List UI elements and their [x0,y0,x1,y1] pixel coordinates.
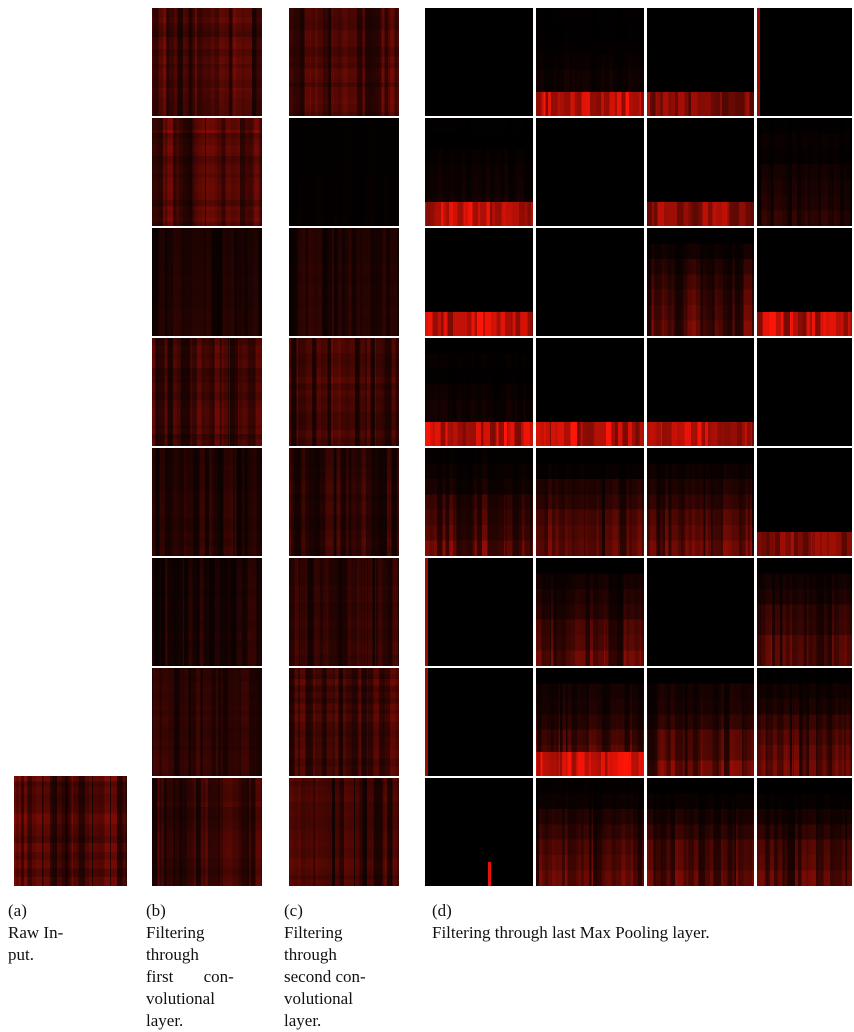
activation-band [536,92,644,116]
activation-band [647,422,754,446]
caption-b-line-3: first con- [146,967,234,986]
conv2-feature-map [289,118,399,226]
maxpool-feature-map [425,228,533,336]
caption-c: (c) Filtering through second con- voluti… [284,900,408,1032]
maxpool-feature-map [536,778,644,886]
conv2-feature-map [289,778,399,886]
maxpool-feature-map [647,8,754,116]
maxpool-feature-map [757,558,852,666]
maxpool-feature-map [757,338,852,446]
raw-input-image [14,776,127,886]
maxpool-feature-map [425,8,533,116]
activation-band [757,312,852,336]
maxpool-feature-map [425,338,533,446]
activation-band [757,532,852,556]
conv2-feature-map [289,668,399,776]
conv1-feature-map [152,668,262,776]
edge-activation [425,668,428,776]
caption-a-line-1: Raw In- [8,923,64,942]
maxpool-feature-map [757,778,852,886]
caption-c-line-4: volutional [284,989,353,1008]
maxpool-feature-map [647,668,754,776]
caption-b-line-4: volutional [146,989,215,1008]
maxpool-feature-map [425,558,533,666]
caption-d-line-1: Filtering through last Max Pooling layer… [432,923,710,942]
maxpool-feature-map [757,118,852,226]
caption-b: (b) Filtering through first con- volutio… [146,900,268,1032]
caption-d-tag: (d) [432,901,452,920]
conv1-feature-map [152,118,262,226]
maxpool-feature-map [757,668,852,776]
maxpool-feature-map [647,558,754,666]
maxpool-feature-map [647,118,754,226]
conv1-feature-map [152,8,262,116]
activation-band [536,422,644,446]
conv2-feature-map [289,228,399,336]
caption-a-tag: (a) [8,901,27,920]
conv2-feature-map [289,448,399,556]
maxpool-feature-map [647,338,754,446]
maxpool-feature-map [536,118,644,226]
conv1-feature-map [152,228,262,336]
maxpool-feature-map [757,8,852,116]
caption-b-line-2: through [146,945,199,964]
conv1-feature-map [152,448,262,556]
caption-b-line-1: Filtering [146,923,205,942]
maxpool-feature-map [536,558,644,666]
maxpool-feature-map [536,448,644,556]
conv2-feature-map [289,558,399,666]
spot-activation [487,862,491,886]
caption-c-tag: (c) [284,901,303,920]
caption-c-line-5: layer. [284,1011,322,1030]
conv1-feature-map [152,338,262,446]
conv2-feature-map [289,338,399,446]
conv1-feature-map [152,558,262,666]
edge-activation [425,558,428,666]
caption-a-line-2: put. [8,945,34,964]
maxpool-feature-map [536,8,644,116]
maxpool-feature-map [425,118,533,226]
maxpool-feature-map [425,778,533,886]
activation-band [647,92,754,116]
edge-activation [757,8,760,116]
activation-band [425,312,533,336]
caption-c-line-1: Filtering [284,923,343,942]
maxpool-feature-map [757,448,852,556]
caption-a: (a) Raw In- put. [8,900,128,966]
maxpool-feature-map [647,778,754,886]
activation-band [425,422,533,446]
caption-b-line-5: layer. [146,1011,184,1030]
maxpool-feature-map [647,448,754,556]
maxpool-feature-map [757,228,852,336]
maxpool-feature-map [536,338,644,446]
caption-c-line-3: second con- [284,967,366,986]
activation-band [536,752,644,776]
maxpool-feature-map [536,228,644,336]
activation-band [647,202,754,226]
caption-d: (d) Filtering through last Max Pooling l… [432,900,852,944]
caption-c-line-2: through [284,945,337,964]
conv1-feature-map [152,778,262,886]
activation-band [425,202,533,226]
caption-b-tag: (b) [146,901,166,920]
maxpool-feature-map [647,228,754,336]
maxpool-feature-map [425,448,533,556]
conv2-feature-map [289,8,399,116]
maxpool-feature-map [536,668,644,776]
maxpool-feature-map [425,668,533,776]
